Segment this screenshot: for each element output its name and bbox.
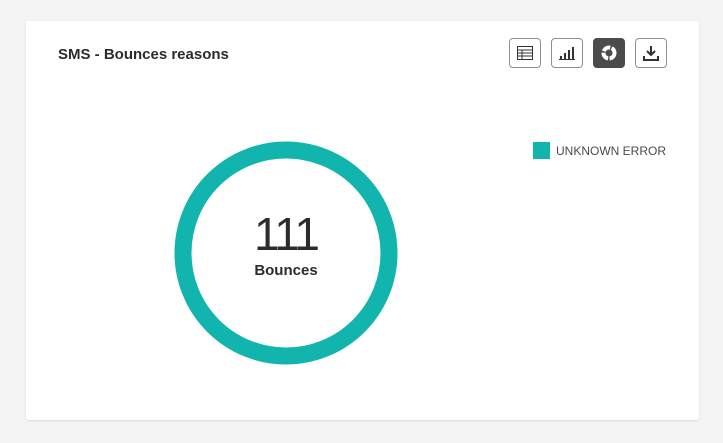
legend-item: UNKNOWN ERROR (533, 142, 666, 159)
chart-card: SMS - Bounces reasons UNKNOWN ERROR 111 … (26, 21, 699, 420)
donut-view-button[interactable] (593, 38, 625, 68)
download-icon (643, 46, 659, 61)
table-icon (517, 46, 533, 60)
center-label: Bounces (254, 262, 318, 279)
download-button[interactable] (635, 38, 667, 68)
card-title: SMS - Bounces reasons (58, 46, 229, 63)
donut-slice[interactable] (174, 141, 398, 365)
legend-swatch (533, 142, 550, 159)
center-value: 111 (254, 208, 320, 260)
donut-chart (174, 141, 398, 365)
bar-view-button[interactable] (551, 38, 583, 68)
donut-chart-icon (601, 45, 617, 61)
table-view-button[interactable] (509, 38, 541, 68)
legend-label: UNKNOWN ERROR (556, 143, 666, 158)
bar-chart-icon (559, 47, 575, 60)
